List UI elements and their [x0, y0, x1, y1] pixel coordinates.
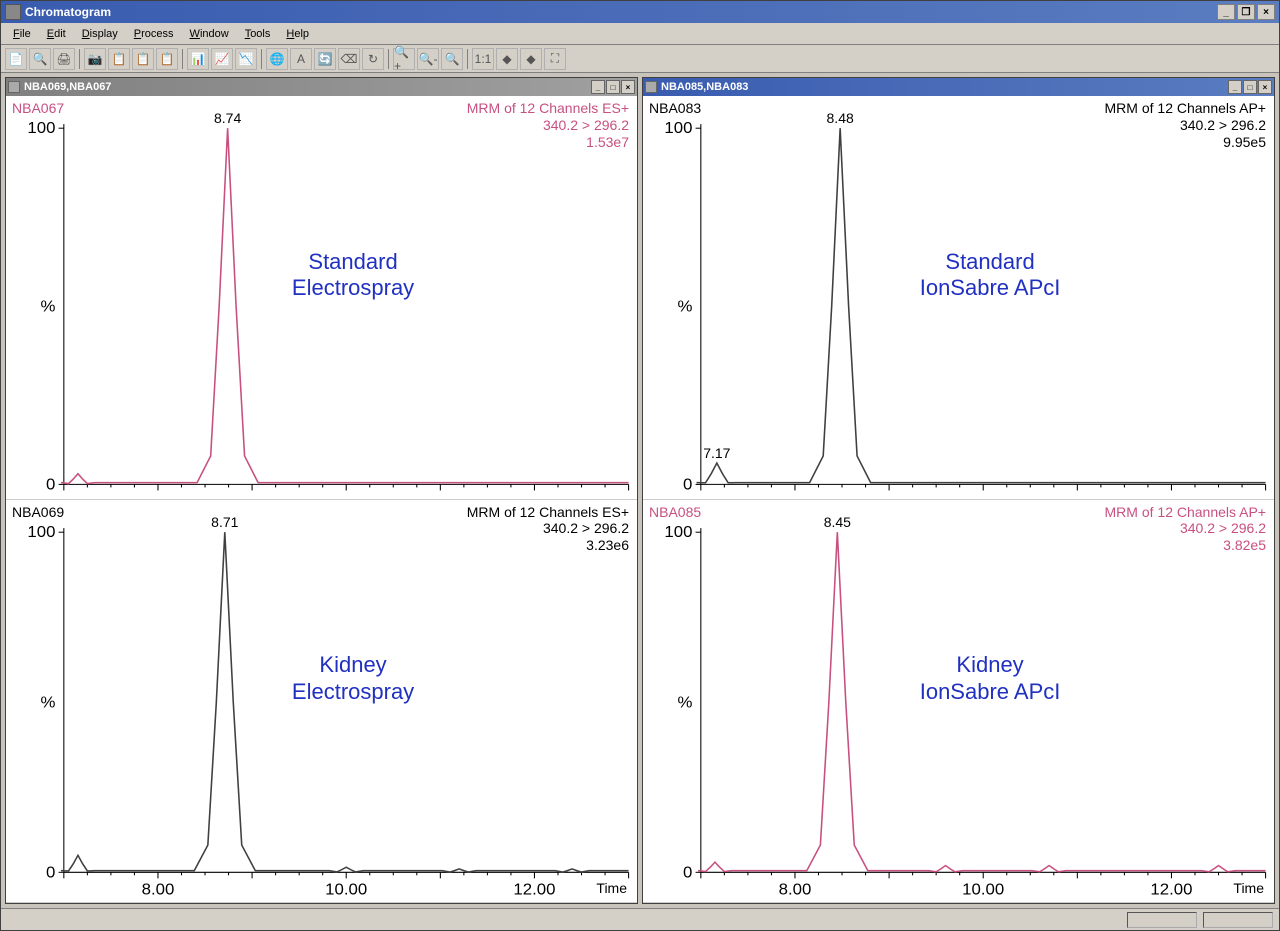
- toolbar-button[interactable]: 🔍: [441, 48, 463, 70]
- plot-svg: 0 100% 8.00 10.00 12.00: [643, 500, 1274, 903]
- toolbar-button[interactable]: 📋: [132, 48, 154, 70]
- subwindow-title: NBA069,NBA067: [24, 81, 590, 93]
- maximize-button[interactable]: ❐: [1237, 4, 1255, 20]
- plot-svg: 0 100% 8.00 10.00 12.00: [6, 500, 637, 903]
- toolbar-button[interactable]: 📊: [187, 48, 209, 70]
- chromatogram-plot[interactable]: NBA069MRM of 12 Channels ES+340.2 > 296.…: [6, 500, 637, 904]
- close-button[interactable]: ×: [1257, 4, 1275, 20]
- toolbar-button[interactable]: 📋: [108, 48, 130, 70]
- titlebar: Chromatogram _ ❐ ×: [1, 1, 1279, 23]
- svg-text:0: 0: [683, 863, 692, 881]
- chromatogram-plot[interactable]: NBA067MRM of 12 Channels ES+340.2 > 296.…: [6, 96, 637, 500]
- toolbar-button[interactable]: 🔍+: [393, 48, 415, 70]
- plot-svg: 0 100%: [643, 96, 1274, 499]
- svg-text:12.00: 12.00: [513, 880, 555, 898]
- toolbar-separator: [182, 49, 183, 69]
- toolbar-button[interactable]: 📋: [156, 48, 178, 70]
- sub-close-button[interactable]: ×: [1258, 80, 1272, 94]
- svg-text:%: %: [677, 298, 692, 316]
- sub-maximize-button[interactable]: □: [606, 80, 620, 94]
- toolbar: 📄🔍🖨📷📋📋📋📊📈📉🌐A🔄⌫↻🔍+🔍-🔍1:1◆◆⛶: [1, 45, 1279, 73]
- plot-svg: 0 100%: [6, 96, 637, 499]
- toolbar-button[interactable]: ⛶: [544, 48, 566, 70]
- peak-label: 8.48: [827, 110, 854, 126]
- peak-label: 8.74: [214, 110, 241, 126]
- svg-text:100: 100: [27, 120, 55, 138]
- toolbar-button[interactable]: 🖨: [53, 48, 75, 70]
- menu-display[interactable]: Display: [74, 26, 126, 42]
- chromatogram-plot[interactable]: NBA085MRM of 12 Channels AP+340.2 > 296.…: [643, 500, 1274, 904]
- statusbar: [1, 908, 1279, 930]
- peak-label: 8.71: [211, 514, 238, 530]
- svg-text:8.00: 8.00: [142, 880, 175, 898]
- menu-window[interactable]: Window: [182, 26, 237, 42]
- svg-text:%: %: [677, 693, 692, 711]
- svg-text:0: 0: [46, 863, 55, 881]
- app-window: Chromatogram _ ❐ × FileEditDisplayProces…: [0, 0, 1280, 931]
- toolbar-button[interactable]: 1:1: [472, 48, 494, 70]
- toolbar-button[interactable]: 🔍-: [417, 48, 439, 70]
- menu-tools[interactable]: Tools: [237, 26, 279, 42]
- sub-maximize-button[interactable]: □: [1243, 80, 1257, 94]
- toolbar-separator: [467, 49, 468, 69]
- subwindow-icon: [8, 81, 20, 93]
- menu-process[interactable]: Process: [126, 26, 182, 42]
- svg-text:100: 100: [27, 523, 55, 541]
- toolbar-button[interactable]: 📄: [5, 48, 27, 70]
- window-buttons: _ ❐ ×: [1217, 4, 1275, 20]
- app-title: Chromatogram: [25, 5, 1217, 19]
- menu-help[interactable]: Help: [278, 26, 317, 42]
- menu-edit[interactable]: Edit: [39, 26, 74, 42]
- peak-label: 8.45: [824, 514, 851, 530]
- toolbar-button[interactable]: 🔄: [314, 48, 336, 70]
- status-cell: [1203, 912, 1273, 928]
- status-cell: [1127, 912, 1197, 928]
- svg-text:0: 0: [683, 476, 692, 494]
- x-axis-label: Time: [1233, 880, 1264, 896]
- subwindow-icon: [645, 81, 657, 93]
- plot-stack: NBA067MRM of 12 Channels ES+340.2 > 296.…: [6, 96, 637, 903]
- toolbar-separator: [388, 49, 389, 69]
- app-icon: [5, 4, 21, 20]
- svg-text:100: 100: [664, 120, 692, 138]
- chromatogram-subwindow: NBA069,NBA067_□×NBA067MRM of 12 Channels…: [5, 77, 638, 904]
- svg-text:0: 0: [46, 476, 55, 494]
- toolbar-button[interactable]: ◆: [496, 48, 518, 70]
- toolbar-button[interactable]: ⌫: [338, 48, 360, 70]
- plot-stack: NBA083MRM of 12 Channels AP+340.2 > 296.…: [643, 96, 1274, 903]
- toolbar-button[interactable]: 🔍: [29, 48, 51, 70]
- sub-minimize-button[interactable]: _: [591, 80, 605, 94]
- x-axis-label: Time: [596, 880, 627, 896]
- svg-text:8.00: 8.00: [779, 880, 812, 898]
- menubar: FileEditDisplayProcessWindowToolsHelp: [1, 23, 1279, 45]
- toolbar-button[interactable]: 📉: [235, 48, 257, 70]
- chromatogram-plot[interactable]: NBA083MRM of 12 Channels AP+340.2 > 296.…: [643, 96, 1274, 500]
- toolbar-separator: [261, 49, 262, 69]
- toolbar-button[interactable]: ↻: [362, 48, 384, 70]
- menu-file[interactable]: File: [5, 26, 39, 42]
- subwindow-title: NBA085,NBA083: [661, 81, 1227, 93]
- content-area: NBA069,NBA067_□×NBA067MRM of 12 Channels…: [1, 73, 1279, 908]
- toolbar-button[interactable]: 📈: [211, 48, 233, 70]
- subwindow-titlebar: NBA085,NBA083_□×: [643, 78, 1274, 96]
- toolbar-button[interactable]: 🌐: [266, 48, 288, 70]
- sub-close-button[interactable]: ×: [621, 80, 635, 94]
- toolbar-separator: [79, 49, 80, 69]
- svg-text:10.00: 10.00: [325, 880, 367, 898]
- svg-text:%: %: [40, 298, 55, 316]
- minimize-button[interactable]: _: [1217, 4, 1235, 20]
- svg-text:%: %: [40, 693, 55, 711]
- toolbar-button[interactable]: A: [290, 48, 312, 70]
- chromatogram-subwindow: NBA085,NBA083_□×NBA083MRM of 12 Channels…: [642, 77, 1275, 904]
- svg-text:10.00: 10.00: [962, 880, 1004, 898]
- svg-text:100: 100: [664, 523, 692, 541]
- peak-label: 7.17: [703, 445, 730, 461]
- svg-text:12.00: 12.00: [1150, 880, 1192, 898]
- subwindow-titlebar: NBA069,NBA067_□×: [6, 78, 637, 96]
- toolbar-button[interactable]: ◆: [520, 48, 542, 70]
- toolbar-button[interactable]: 📷: [84, 48, 106, 70]
- sub-minimize-button[interactable]: _: [1228, 80, 1242, 94]
